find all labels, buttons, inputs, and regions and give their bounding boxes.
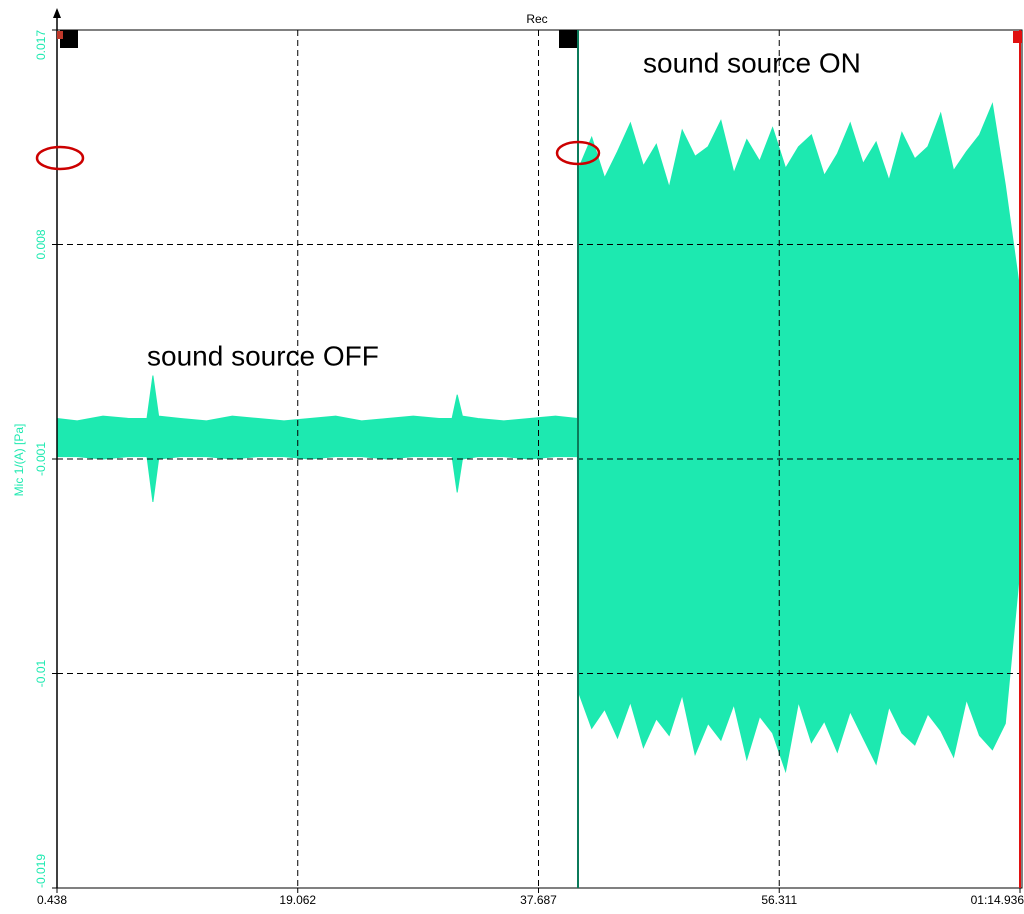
axis-arrow [53, 8, 61, 18]
highlight-ellipse [35, 145, 85, 171]
annotation: sound source ON [643, 47, 861, 78]
y-tick-label: -0.019 [34, 854, 48, 888]
annotation: sound source OFF [147, 340, 379, 371]
y-tick-label: -0.001 [34, 442, 48, 476]
y-tick-label: 0.008 [34, 229, 48, 259]
plot-content [56, 29, 1021, 889]
highlight-ellipse [555, 140, 601, 166]
y-tick-label: 0.017 [34, 30, 48, 60]
x-tick-label: 0.438 [37, 893, 67, 907]
y-axis-label: Mic 1/(A) [Pa] [12, 424, 26, 497]
marker-end [1013, 31, 1022, 43]
marker-start [60, 30, 78, 48]
x-tick-label: 56.311 [761, 893, 797, 907]
x-tick-label: 01:14.936 [971, 893, 1024, 907]
y-tick-label: -0.01 [34, 660, 48, 688]
x-tick-label: 37.687 [520, 893, 557, 907]
marker-flag [57, 31, 63, 39]
x-tick-label: 19.062 [279, 893, 316, 907]
chart-title: Rec [526, 12, 547, 26]
marker-cursor [559, 30, 577, 48]
